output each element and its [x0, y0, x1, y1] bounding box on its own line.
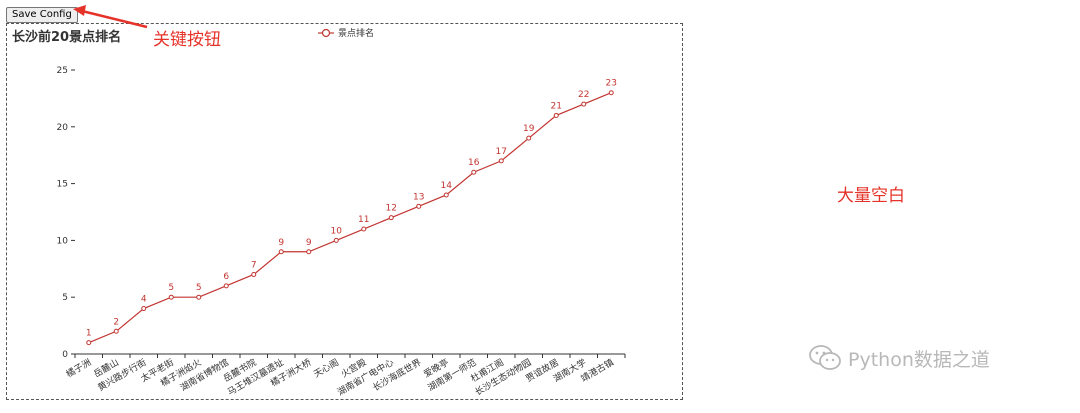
data-point[interactable] — [388, 215, 394, 221]
data-label: 22 — [578, 90, 589, 100]
annotation-key-button: 关键按钮 — [153, 30, 221, 50]
y-tick-label: 15 — [57, 180, 68, 190]
chart-container: 长沙前20景点排名 景点排名 0 5 10 15 20 25 橘子洲 岳麓山 黄兴路步行街 太平老… — [6, 23, 683, 400]
data-label: 9 — [278, 238, 284, 248]
data-point[interactable] — [553, 112, 559, 118]
data-point[interactable] — [608, 90, 614, 96]
data-point[interactable] — [196, 294, 202, 300]
y-tick-label: 25 — [57, 66, 68, 76]
y-tick-label: 5 — [62, 293, 68, 303]
legend-marker-icon[interactable] — [321, 28, 331, 38]
data-point[interactable] — [141, 306, 147, 312]
data-label: 6 — [223, 272, 229, 282]
data-point[interactable] — [581, 101, 587, 107]
data-label: 7 — [251, 260, 257, 270]
y-tick-label: 10 — [57, 236, 69, 246]
data-label: 11 — [358, 215, 369, 225]
data-label: 5 — [168, 283, 174, 293]
data-point[interactable] — [113, 328, 119, 334]
watermark: Python数据之道 — [808, 344, 990, 372]
data-point[interactable] — [168, 294, 174, 300]
legend-entry[interactable]: 景点排名 — [338, 27, 374, 39]
data-label: 10 — [331, 226, 343, 236]
data-label: 16 — [468, 158, 480, 168]
y-tick-label: 20 — [57, 123, 69, 133]
data-point[interactable] — [471, 169, 477, 175]
data-point[interactable] — [498, 158, 504, 164]
data-label: 4 — [141, 295, 147, 305]
legend: 景点排名 — [318, 27, 374, 39]
annotation-blank-area: 大量空白 — [837, 186, 905, 206]
data-point[interactable] — [416, 203, 422, 209]
data-point[interactable] — [278, 249, 284, 255]
data-point[interactable] — [86, 340, 92, 346]
data-point[interactable] — [526, 135, 532, 141]
data-point[interactable] — [306, 249, 312, 255]
data-point[interactable] — [223, 283, 229, 289]
save-config-button[interactable]: Save Config — [6, 7, 78, 23]
data-label: 13 — [413, 192, 424, 202]
data-label: 1 — [86, 329, 92, 339]
data-point[interactable] — [333, 237, 339, 243]
data-label: 14 — [441, 181, 453, 191]
x-tick-label: 橘子洲 — [64, 357, 93, 380]
y-tick-label: 0 — [62, 350, 68, 360]
series-line — [88, 92, 612, 344]
data-label: 5 — [196, 283, 202, 293]
data-label: 23 — [606, 79, 617, 89]
data-label: 2 — [113, 317, 119, 327]
data-label: 17 — [496, 147, 507, 157]
data-point[interactable] — [361, 226, 367, 232]
watermark-text: Python数据之道 — [848, 348, 990, 371]
data-label: 21 — [551, 101, 562, 111]
x-tick-label: 天心阁 — [311, 356, 340, 380]
wechat-icon — [809, 345, 841, 370]
data-point[interactable] — [251, 271, 257, 277]
data-label: 9 — [306, 238, 312, 248]
chart-title: 长沙前20景点排名 — [12, 29, 121, 45]
data-point[interactable] — [443, 192, 449, 198]
data-label: 12 — [386, 204, 397, 214]
annotation-arrow — [73, 5, 148, 29]
data-label: 19 — [523, 124, 535, 134]
